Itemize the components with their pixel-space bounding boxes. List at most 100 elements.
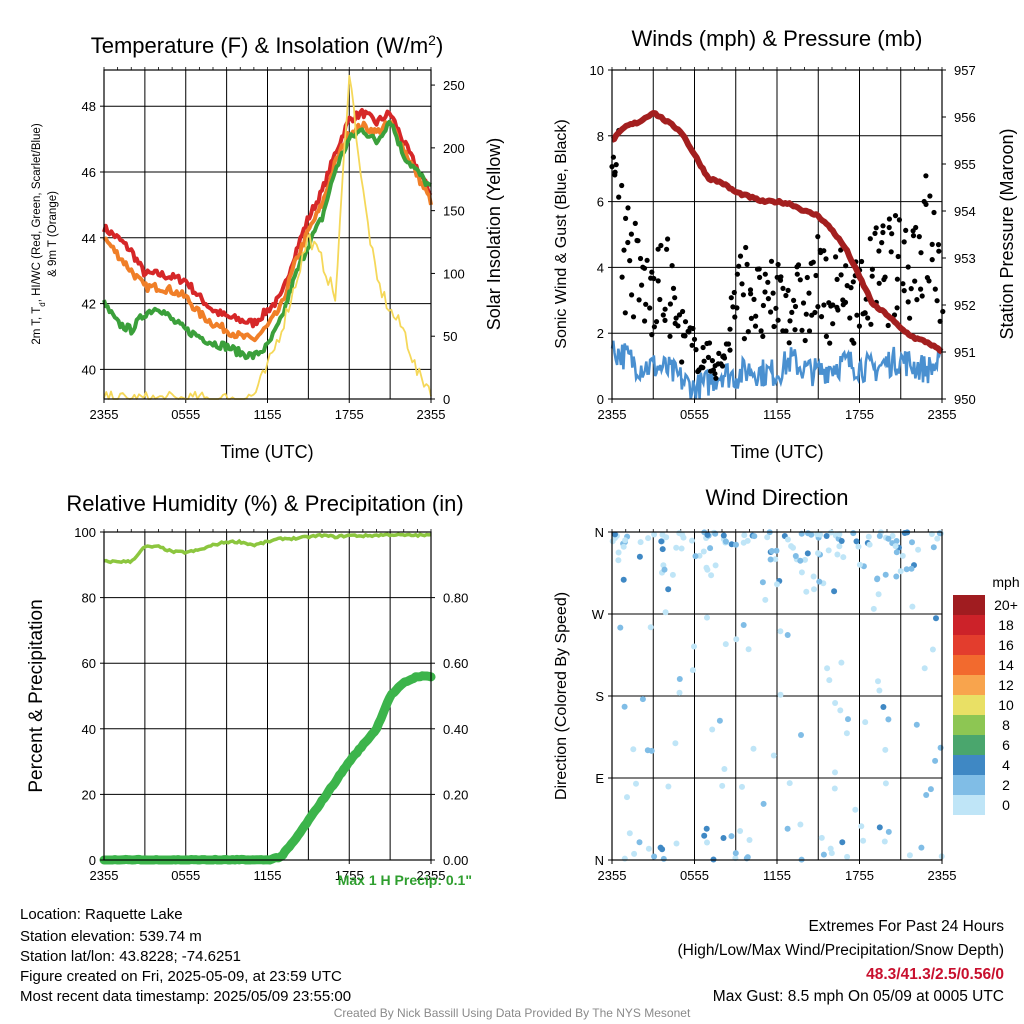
direction-point bbox=[831, 785, 838, 792]
x-tick-label: 0555 bbox=[171, 868, 200, 883]
direction-point bbox=[612, 531, 618, 538]
y-label-subscript: d bbox=[38, 302, 47, 306]
gust-point bbox=[935, 242, 942, 248]
gust-point bbox=[838, 272, 844, 278]
gust-point bbox=[901, 239, 907, 245]
y-tick-label: 0 bbox=[597, 392, 604, 407]
series-line-pressure bbox=[611, 110, 944, 355]
gust-point bbox=[818, 314, 825, 320]
colorbar-label: 4 bbox=[1002, 757, 1010, 773]
y2-tick-label: 200 bbox=[443, 141, 465, 156]
direction-point bbox=[876, 533, 883, 539]
y-axis-label: Percent & Precipitation bbox=[26, 599, 47, 792]
colorbar-label: 0 bbox=[1002, 797, 1010, 813]
x-tick-label: 1755 bbox=[845, 868, 874, 883]
y-tick-label: 60 bbox=[82, 656, 96, 671]
direction-point bbox=[703, 825, 710, 832]
gust-point bbox=[936, 248, 942, 254]
y2-tick-label: 956 bbox=[954, 110, 976, 125]
direction-point bbox=[832, 700, 839, 706]
gust-point bbox=[756, 266, 762, 272]
gust-point bbox=[662, 306, 668, 312]
gust-point bbox=[629, 292, 635, 298]
gust-point bbox=[889, 231, 895, 237]
x-tick-label: 1755 bbox=[335, 407, 364, 422]
direction-point bbox=[903, 566, 910, 573]
gust-point bbox=[865, 315, 871, 321]
x-tick-label: 0555 bbox=[171, 407, 200, 422]
x-tick-label: 2355 bbox=[90, 868, 119, 883]
direction-point bbox=[875, 678, 881, 685]
direction-point bbox=[777, 628, 784, 635]
plot-border bbox=[103, 69, 432, 400]
colorbar-swatch bbox=[953, 755, 985, 775]
direction-point bbox=[750, 745, 757, 752]
direction-point bbox=[825, 547, 832, 554]
colorbar-label: 14 bbox=[998, 657, 1014, 673]
gust-point bbox=[786, 340, 792, 346]
gust-point bbox=[783, 292, 789, 299]
gust-point bbox=[613, 162, 619, 168]
gust-point bbox=[762, 289, 768, 295]
gust-point bbox=[673, 315, 679, 321]
direction-point bbox=[929, 646, 936, 653]
y2-tick-label: 957 bbox=[954, 63, 976, 78]
direction-point bbox=[645, 845, 652, 852]
direction-point bbox=[660, 855, 667, 862]
direction-point bbox=[651, 853, 658, 860]
gust-point bbox=[753, 313, 759, 319]
gust-point bbox=[727, 347, 733, 353]
direction-point bbox=[665, 783, 672, 790]
gust-point bbox=[919, 293, 925, 299]
direction-point bbox=[716, 717, 723, 724]
direction-point bbox=[870, 605, 877, 612]
y2-tick-label: 150 bbox=[443, 204, 465, 219]
created-text: Figure created on Fri, 2025-05-09, at 23… bbox=[20, 968, 342, 985]
colorbar-title: mph bbox=[992, 574, 1019, 590]
colorbar-swatch bbox=[953, 735, 985, 755]
gust-point bbox=[621, 247, 627, 253]
gust-point bbox=[655, 278, 661, 284]
y2-axis-label: Station Pressure (Maroon) bbox=[997, 128, 1017, 339]
gust-point bbox=[900, 281, 906, 287]
latlon-text: Station lat/lon: 43.8228; -74.6251 bbox=[20, 948, 242, 965]
gust-point bbox=[895, 253, 901, 260]
gust-point bbox=[773, 305, 779, 311]
gust-point bbox=[737, 253, 744, 259]
gust-point bbox=[885, 322, 891, 329]
gust-point bbox=[693, 347, 699, 353]
gust-point bbox=[612, 169, 618, 175]
gust-point bbox=[728, 295, 734, 301]
direction-point bbox=[874, 576, 881, 583]
direction-point bbox=[708, 572, 715, 579]
direction-point bbox=[906, 852, 913, 859]
gust-point bbox=[869, 266, 876, 272]
gust-point bbox=[927, 193, 933, 199]
gust-point bbox=[689, 342, 695, 348]
direction-point bbox=[937, 744, 944, 751]
gust-point bbox=[823, 333, 830, 339]
gust-point bbox=[815, 234, 821, 240]
direction-point bbox=[792, 553, 799, 559]
direction-point bbox=[620, 543, 627, 550]
y-tick-label: 40 bbox=[82, 362, 96, 377]
series-line-t9m bbox=[102, 120, 433, 343]
elevation-text: Station elevation: 539.74 m bbox=[20, 928, 202, 945]
gust-point bbox=[649, 269, 655, 275]
gust-point bbox=[647, 305, 653, 311]
direction-point bbox=[719, 782, 726, 789]
direction-point bbox=[659, 846, 666, 853]
direction-point bbox=[647, 624, 654, 631]
direction-point bbox=[855, 543, 862, 550]
direction-point bbox=[772, 556, 779, 563]
direction-point bbox=[853, 538, 860, 545]
gust-point bbox=[770, 290, 776, 296]
gust-point bbox=[812, 309, 818, 316]
gust-point bbox=[923, 173, 929, 179]
gust-point bbox=[672, 295, 678, 301]
x-tick-label: 1155 bbox=[763, 868, 791, 883]
x-tick-label: 2355 bbox=[598, 868, 627, 883]
direction-point bbox=[827, 845, 834, 852]
direction-point bbox=[836, 531, 843, 538]
